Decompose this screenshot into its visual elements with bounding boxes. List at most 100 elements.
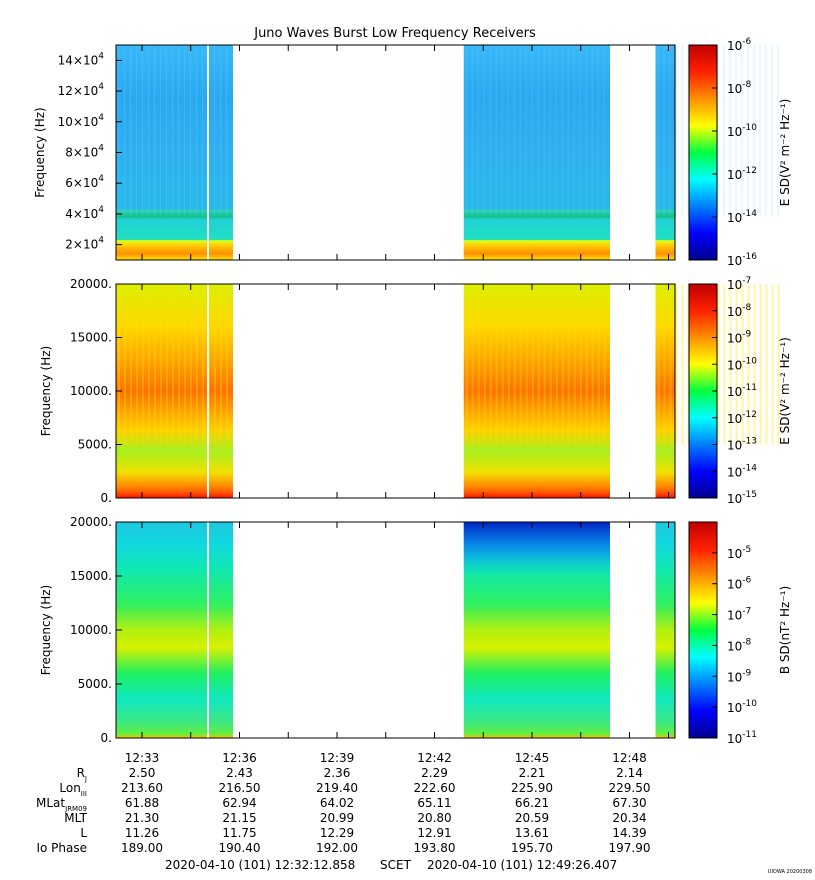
colorbar-tick-label: 10-13 xyxy=(727,437,757,453)
texture-stripe xyxy=(501,45,503,217)
texture-stripe xyxy=(549,284,552,445)
colorbar-tick-label: 10-11 xyxy=(727,730,757,746)
credit-stamp: UIOWA 20200308 xyxy=(768,869,812,875)
ephemeris-value: 2.36 xyxy=(324,766,351,780)
ephemeris-value: 2.29 xyxy=(421,766,448,780)
colorbar-tick-label: 10-9 xyxy=(727,668,752,684)
ephemeris-value: 219.40 xyxy=(316,781,358,795)
texture-stripe xyxy=(687,45,689,217)
texture-stripe xyxy=(172,284,174,445)
texture-stripe xyxy=(196,284,198,445)
time-tick-label: 12:45 xyxy=(515,751,550,765)
ephemeris-value: 65.11 xyxy=(417,796,451,810)
y-tick-label: 0. xyxy=(101,731,112,745)
ephemeris-value: 11.26 xyxy=(125,826,159,840)
texture-stripe xyxy=(717,45,719,217)
ephemeris-value: 193.80 xyxy=(414,841,456,855)
colorbar-tick-label: 10-10 xyxy=(727,123,757,139)
texture-stripe xyxy=(735,45,737,217)
colorbar-tick-label: 10-6 xyxy=(727,576,752,592)
texture-stripe xyxy=(537,284,540,445)
footer-scet: SCET xyxy=(380,858,412,872)
texture-stripe xyxy=(154,45,155,217)
colorbar-tick-label: 10-15 xyxy=(727,490,757,506)
texture-stripe xyxy=(543,45,545,217)
texture-stripe xyxy=(489,45,491,217)
ephemeris-row-label: MLT xyxy=(64,811,87,825)
texture-stripe xyxy=(591,284,594,445)
texture-stripe xyxy=(465,45,467,217)
texture-stripe xyxy=(226,45,227,217)
texture-stripe xyxy=(166,284,168,445)
ephemeris-row-label: RJ xyxy=(77,766,87,783)
texture-stripe xyxy=(669,45,671,217)
colorbar-tick-label: 10-12 xyxy=(727,410,757,426)
colorbar-label: E SD(V² m⁻² Hz⁻¹) xyxy=(778,99,792,207)
texture-stripe xyxy=(166,45,167,217)
ephemeris-value: 67.30 xyxy=(612,796,646,810)
y-tick-label: 2×104 xyxy=(65,236,104,252)
texture-stripe xyxy=(723,284,726,445)
colorbars: 10-6 10-8 10-10 10-12 10-14 10-16 E SD(V² m⁻² … xyxy=(688,37,792,746)
texture-stripe xyxy=(154,284,156,445)
texture-stripe xyxy=(130,284,132,445)
ephemeris-value: 2.21 xyxy=(519,766,546,780)
colorbar-scale xyxy=(688,44,718,261)
data-interval xyxy=(655,522,675,738)
texture-stripe xyxy=(148,45,149,217)
texture-stripe xyxy=(729,284,732,445)
low-level-region xyxy=(463,522,610,576)
ephemeris-value: 20.59 xyxy=(515,811,549,825)
y-tick-label: 4×104 xyxy=(65,205,104,221)
ephemeris-row-label: Io Phase xyxy=(36,841,87,855)
data-interval xyxy=(655,45,675,260)
texture-stripe xyxy=(136,284,138,445)
ephemeris-value: 62.94 xyxy=(222,796,256,810)
data-interval xyxy=(463,284,610,498)
texture-stripe xyxy=(483,45,485,217)
ephemeris-value: 225.90 xyxy=(511,781,553,795)
texture-stripe xyxy=(585,45,587,217)
texture-stripe xyxy=(184,284,186,445)
texture-stripe xyxy=(220,284,222,445)
texture-stripe xyxy=(729,45,731,217)
texture-stripe xyxy=(519,45,521,217)
texture-stripe xyxy=(202,45,203,217)
texture-stripe xyxy=(495,45,497,217)
ephemeris-value: 21.15 xyxy=(222,811,256,825)
y-axis-label: Frequency (Hz) xyxy=(39,346,53,437)
colorbar-middle: 10-710-810-910-1010-1110-1210-1310-1410-… xyxy=(688,276,792,506)
y-tick-label: 10×104 xyxy=(58,113,105,129)
texture-stripe xyxy=(555,45,557,217)
texture-stripe xyxy=(190,284,192,445)
texture-stripe xyxy=(597,45,599,217)
time-tick-label: 12:36 xyxy=(222,751,257,765)
texture-stripe xyxy=(771,45,773,217)
colorbar-tick-label: 10-8 xyxy=(727,637,752,653)
texture-stripe xyxy=(561,284,564,445)
y-axis-label: Frequency (Hz) xyxy=(39,585,53,676)
texture-stripe xyxy=(765,284,768,445)
ephemeris-value: 14.39 xyxy=(612,826,646,840)
y-tick-label: 20000. xyxy=(70,515,112,529)
texture-stripe xyxy=(759,284,762,445)
ephemeris-value: 61.88 xyxy=(125,796,159,810)
ephemeris-value: 11.75 xyxy=(222,826,256,840)
y-tick-label: 15000. xyxy=(70,569,112,583)
y-axis-label: Frequency (Hz) xyxy=(33,107,47,198)
texture-stripe xyxy=(537,45,539,217)
texture-stripe xyxy=(603,45,605,217)
texture-stripe xyxy=(681,45,683,217)
texture-stripe xyxy=(178,45,179,217)
figure-title: Juno Waves Burst Low Frequency Receivers xyxy=(253,26,536,41)
texture-stripe xyxy=(525,45,527,217)
texture-stripe xyxy=(214,45,215,217)
texture-stripe xyxy=(567,284,570,445)
colorbar-tick-label: 10-10 xyxy=(727,699,757,715)
y-tick-label: 0. xyxy=(101,491,112,505)
colorbar-tick-label: 10-14 xyxy=(727,463,757,479)
texture-stripe xyxy=(489,284,492,445)
texture-stripe xyxy=(717,284,720,445)
texture-stripe xyxy=(723,45,725,217)
ephemeris-value: 12.91 xyxy=(417,826,451,840)
